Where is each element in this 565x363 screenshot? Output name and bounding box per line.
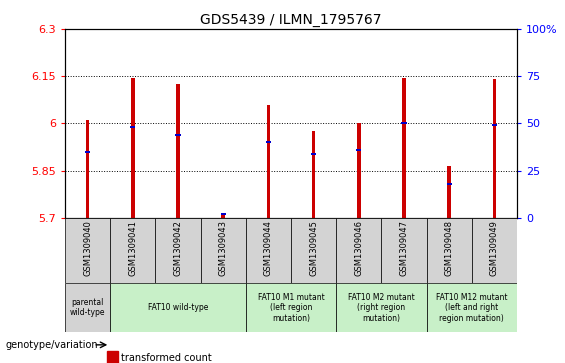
Bar bbox=[201, 218, 246, 283]
Text: genotype/variation: genotype/variation bbox=[6, 340, 98, 350]
Text: GSM1309045: GSM1309045 bbox=[309, 220, 318, 276]
Bar bbox=[402, 122, 406, 125]
Text: FAT10 M12 mutant
(left and right
region mutation): FAT10 M12 mutant (left and right region … bbox=[436, 293, 507, 323]
Bar bbox=[312, 131, 315, 218]
Bar bbox=[402, 78, 406, 218]
Bar bbox=[291, 218, 336, 283]
Bar bbox=[221, 213, 225, 215]
Bar bbox=[311, 153, 316, 155]
Bar bbox=[131, 126, 135, 128]
Text: GSM1309041: GSM1309041 bbox=[128, 220, 137, 276]
Bar bbox=[155, 218, 201, 283]
Bar bbox=[110, 218, 155, 283]
Text: GSM1309049: GSM1309049 bbox=[490, 220, 499, 276]
Text: GSM1309048: GSM1309048 bbox=[445, 220, 454, 276]
Bar bbox=[267, 105, 270, 218]
Bar bbox=[492, 125, 497, 126]
Text: FAT10 M2 mutant
(right region
mutation): FAT10 M2 mutant (right region mutation) bbox=[348, 293, 415, 323]
Bar bbox=[357, 149, 361, 151]
Bar bbox=[246, 218, 291, 283]
Bar bbox=[110, 283, 246, 332]
Text: parental
wild-type: parental wild-type bbox=[70, 298, 105, 317]
Text: FAT10 M1 mutant
(left region
mutation): FAT10 M1 mutant (left region mutation) bbox=[258, 293, 324, 323]
Bar bbox=[86, 120, 89, 218]
Bar bbox=[107, 351, 118, 363]
Bar bbox=[427, 283, 517, 332]
Bar bbox=[65, 218, 110, 283]
Text: GSM1309047: GSM1309047 bbox=[399, 220, 408, 276]
Bar bbox=[85, 151, 90, 153]
Text: transformed count: transformed count bbox=[121, 353, 212, 363]
Bar bbox=[381, 218, 427, 283]
Text: GSM1309046: GSM1309046 bbox=[354, 220, 363, 276]
Bar bbox=[246, 283, 336, 332]
Bar bbox=[176, 84, 180, 218]
Bar bbox=[472, 218, 517, 283]
Bar bbox=[447, 166, 451, 218]
Bar bbox=[447, 183, 451, 185]
Text: GSM1309044: GSM1309044 bbox=[264, 220, 273, 276]
Bar bbox=[176, 134, 180, 136]
Text: GSM1309043: GSM1309043 bbox=[219, 220, 228, 276]
Bar bbox=[336, 218, 381, 283]
Bar bbox=[221, 213, 225, 218]
Title: GDS5439 / ILMN_1795767: GDS5439 / ILMN_1795767 bbox=[200, 13, 382, 26]
Text: FAT10 wild-type: FAT10 wild-type bbox=[148, 303, 208, 312]
Bar bbox=[131, 78, 134, 218]
Bar bbox=[493, 79, 496, 218]
Bar bbox=[65, 283, 110, 332]
Bar bbox=[336, 283, 427, 332]
Bar bbox=[266, 141, 271, 143]
Bar bbox=[427, 218, 472, 283]
Bar bbox=[357, 123, 360, 218]
Text: GSM1309040: GSM1309040 bbox=[83, 220, 92, 276]
Text: GSM1309042: GSM1309042 bbox=[173, 220, 182, 276]
